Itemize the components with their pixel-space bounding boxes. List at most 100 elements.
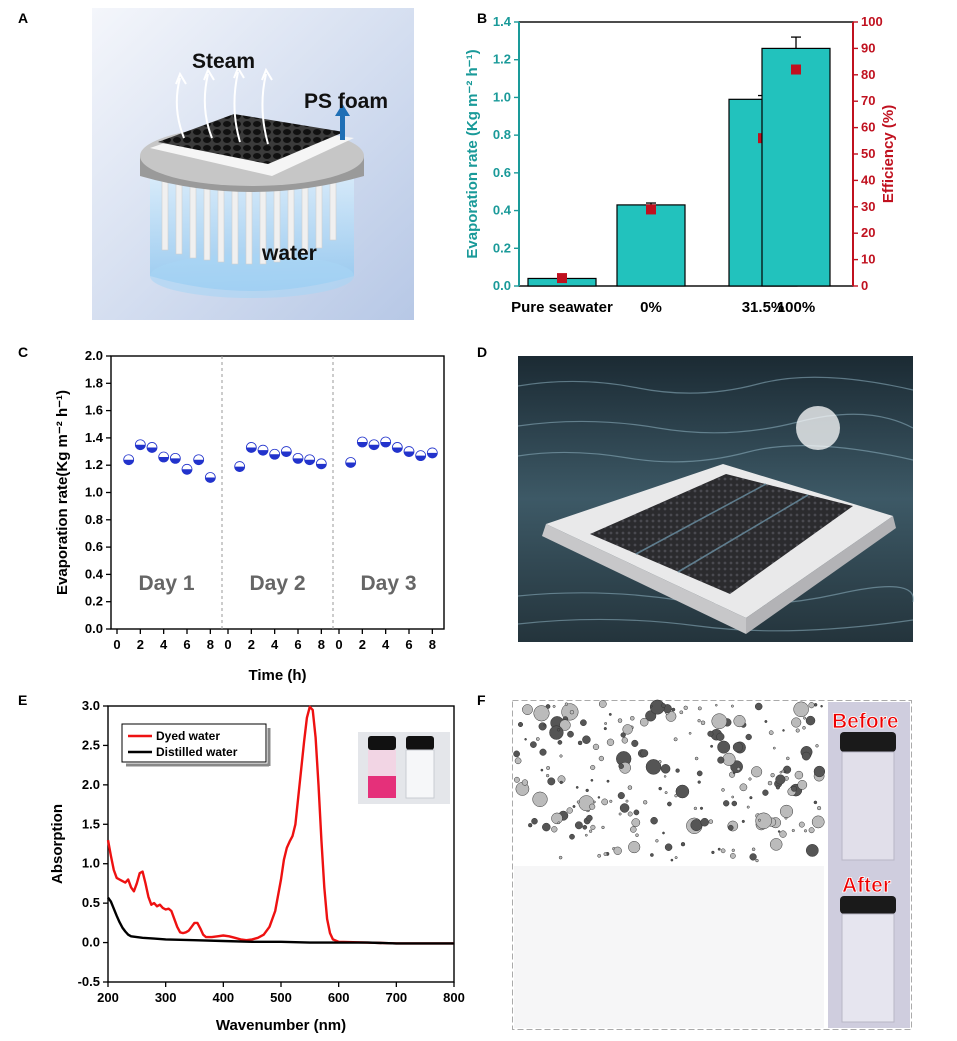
bubble (746, 805, 750, 809)
bubble (779, 771, 783, 774)
x-category-label-3: 100% (777, 299, 815, 316)
water-label: water (261, 242, 317, 265)
right-y-tick-label: 30 (861, 199, 875, 214)
bubble (540, 768, 544, 772)
bubble (662, 831, 665, 835)
bubble (572, 805, 576, 808)
day-label-2: Day 2 (249, 572, 305, 595)
bubble (805, 715, 816, 726)
bubble (717, 847, 721, 851)
bubble (593, 800, 596, 804)
bubble (566, 807, 573, 814)
bubble (675, 768, 680, 773)
bubble (592, 743, 600, 751)
panel-a-schematic: Steam PS foam water (92, 8, 414, 320)
bubble (543, 723, 547, 727)
left-y-axis-label: Evaporation rate (Kg m⁻² h⁻¹) (464, 49, 481, 258)
left-y-tick-label: 0.8 (493, 127, 511, 142)
bubble (722, 752, 736, 766)
bubble (798, 821, 805, 828)
bubble (649, 704, 653, 708)
bubble (576, 800, 580, 804)
bubble (673, 737, 678, 742)
bubble (749, 796, 753, 800)
bubble (730, 853, 736, 859)
x-tick-label: 6 (183, 637, 190, 652)
bubble (777, 830, 781, 833)
left-y-tick-label: 0.4 (493, 203, 512, 218)
y-tick-label: 1.0 (82, 856, 100, 871)
bubble (606, 738, 615, 746)
bubble (764, 720, 768, 723)
bubble (803, 716, 807, 720)
right-y-tick-label: 90 (861, 40, 875, 55)
bubble (775, 785, 780, 790)
bubble (758, 818, 761, 822)
y-tick-label: 0.0 (82, 935, 100, 950)
y-tick-label: 1.5 (82, 816, 100, 831)
after-vial-body (841, 913, 895, 1023)
legend-label-0: Dyed water (156, 729, 220, 743)
ps-foam-arrow (335, 104, 350, 140)
bubble (791, 828, 795, 833)
y-axis-label: Evaporation rate(Kg m⁻² h⁻¹) (54, 390, 71, 595)
y-tick-label: 0.6 (85, 539, 103, 554)
bubble (531, 817, 538, 825)
bubble (655, 839, 659, 843)
bubble (769, 838, 783, 851)
bubble (768, 730, 774, 736)
panel-letter-a: A (18, 10, 29, 26)
bubble (731, 848, 735, 852)
data-point-fill (345, 462, 356, 468)
bubble (805, 844, 819, 857)
bubble (697, 780, 701, 784)
dyed-vial-cap (368, 736, 396, 750)
day-label-3: Day 3 (360, 572, 416, 595)
bubble (748, 777, 752, 781)
bubble (775, 774, 786, 785)
right-y-tick-label: 10 (861, 252, 875, 267)
day-label-1: Day 1 (138, 572, 194, 595)
x-tick-label: 500 (270, 990, 292, 1005)
x-tick-label: 8 (207, 637, 214, 652)
bubble (786, 756, 790, 761)
bubble (813, 765, 826, 778)
y-tick-label: 2.0 (85, 348, 103, 363)
bubble (697, 719, 701, 723)
bubble (603, 727, 607, 731)
bubble (546, 766, 551, 770)
bubble (513, 776, 520, 783)
bubble (693, 806, 698, 811)
bubble (721, 788, 725, 792)
bubble (621, 737, 628, 744)
data-point-fill (415, 455, 426, 461)
x-tick-label: 800 (443, 990, 465, 1005)
bubble (622, 724, 633, 735)
bubble (630, 716, 635, 721)
bubble (791, 785, 797, 792)
bubble (716, 732, 725, 741)
panel-letter-b: B (477, 10, 488, 26)
y-tick-label: 0.2 (85, 594, 103, 609)
bubble (690, 819, 703, 832)
data-point-fill (205, 477, 216, 483)
bubble (745, 733, 752, 741)
bar-3 (761, 47, 831, 287)
data-point-fill (147, 447, 157, 453)
bubble (556, 728, 561, 732)
bubble (619, 803, 630, 813)
y-tick-label: 1.0 (85, 485, 103, 500)
bubble (802, 726, 806, 730)
bubble (749, 853, 757, 861)
bubble (538, 722, 547, 731)
x-tick-label: 600 (328, 990, 350, 1005)
bubble (590, 824, 596, 830)
y-tick-label: 0.8 (85, 512, 103, 527)
bubble (539, 748, 547, 756)
bubble (732, 771, 736, 775)
x-tick-label: 0 (335, 637, 342, 652)
bubble (618, 812, 622, 816)
bubble (664, 843, 673, 851)
x-axis-label: Time (h) (248, 667, 306, 684)
bubble (584, 833, 588, 837)
